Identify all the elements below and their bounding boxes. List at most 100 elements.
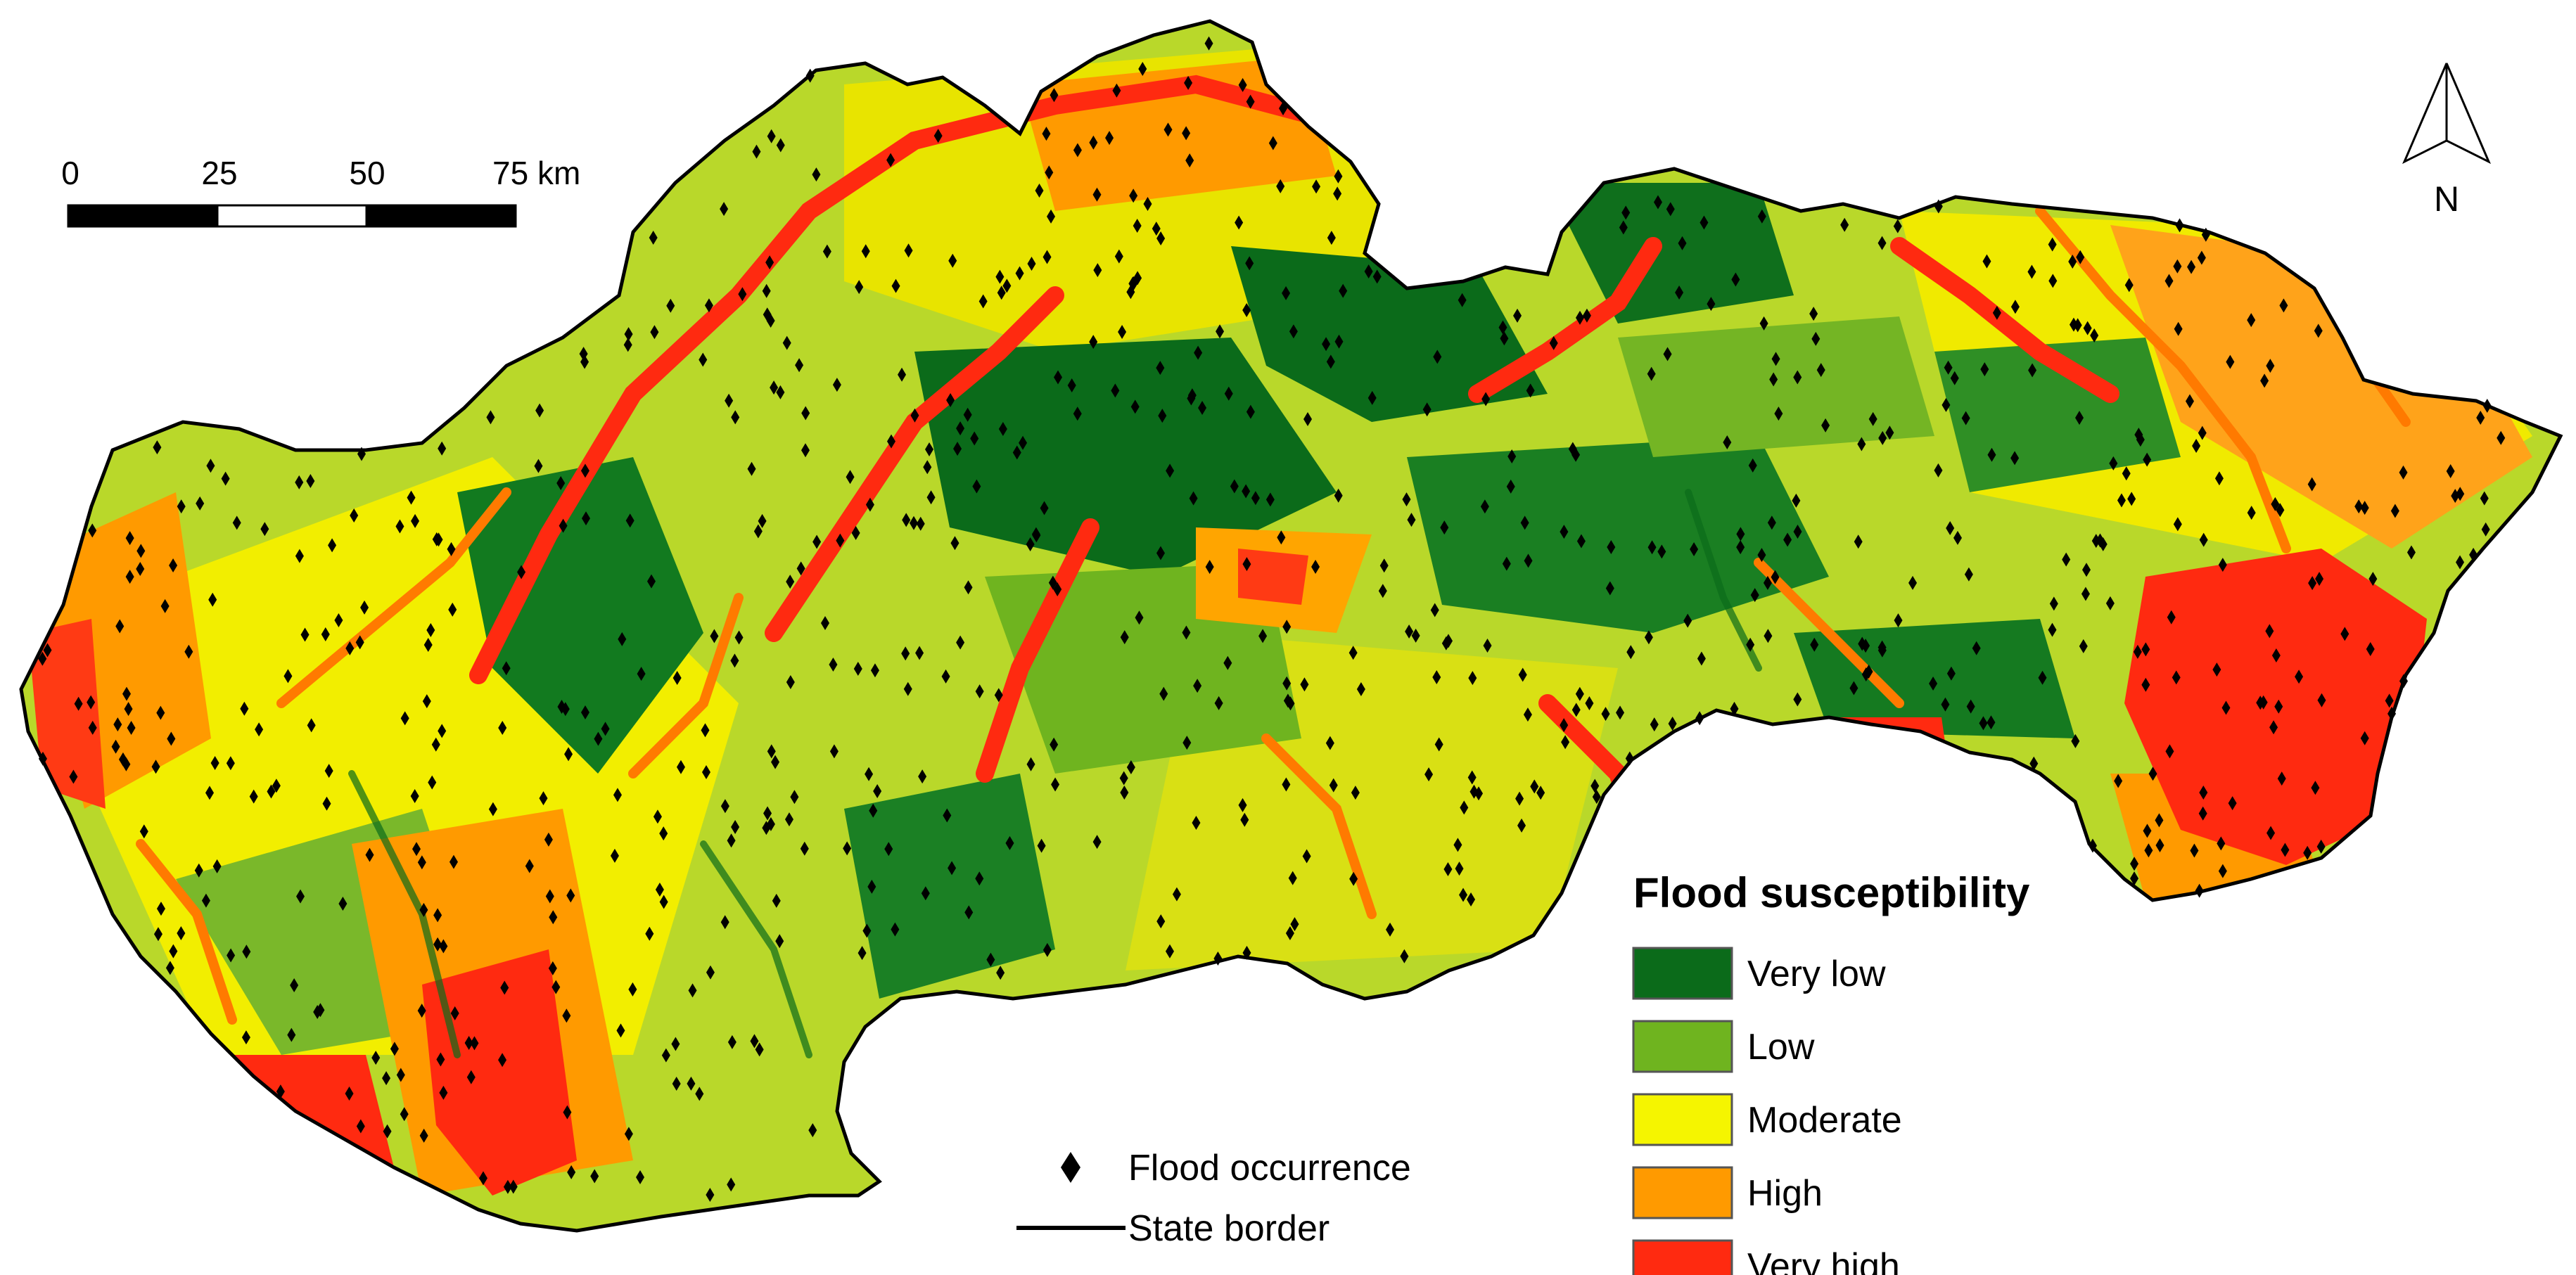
flood-marker [964,905,974,920]
flood-marker [410,788,419,803]
flood-marker [1130,399,1140,414]
flood-marker [1230,479,1239,494]
flood-marker [1198,401,1207,416]
flood-marker [1460,800,1469,815]
flood-marker [1333,186,1342,201]
flood-marker [2090,328,2099,343]
flood-marker [701,765,710,780]
flood-marker [1571,703,1581,717]
flood-marker [1774,406,1783,421]
flood-marker [486,410,495,425]
flood-marker [1964,567,1973,582]
flood-marker [923,460,932,475]
flood-marker [1757,209,1766,224]
flood-marker [1165,944,1174,959]
flood-marker [1026,537,1035,552]
flood-marker [855,280,864,295]
flood-marker [356,1119,365,1134]
flood-marker [139,824,148,839]
flood-marker [1214,696,1223,710]
flood-marker [551,980,561,994]
flood-marker [822,244,831,259]
flood-marker [1697,651,1706,666]
flood-marker [753,524,763,539]
flood-marker [1054,370,1063,385]
flood-marker [1675,285,1684,300]
flood-occurrence-markers [38,36,2506,1203]
flood-marker [948,253,957,268]
flood-marker [1518,667,1527,682]
flood-marker [1303,411,1313,426]
flood-marker [1302,849,1311,864]
flood-marker [812,534,822,549]
flood-marker [1242,557,1251,572]
flood-marker [2399,465,2408,480]
flood-marker [870,663,879,678]
flood-marker [580,354,589,369]
flood-marker [2385,693,2394,708]
flood-marker [151,760,160,774]
flood-marker [727,833,736,848]
flood-marker [517,565,526,579]
flood-marker [1792,493,1801,508]
flood-marker [2221,700,2231,715]
flood-marker [2048,237,2057,252]
flood-marker [1961,411,1970,425]
flood-marker [1172,887,1181,902]
flood-marker [763,307,772,322]
flood-marker [1279,101,1288,116]
flood-marker [295,475,304,489]
flood-marker [1185,153,1194,168]
flood-marker [1647,366,1656,381]
flood-marker [767,744,776,759]
flood-marker [1111,383,1120,398]
flood-marker [1810,637,1819,652]
flood-marker [1163,122,1173,137]
flood-marker [861,244,870,259]
flood-marker [1092,835,1102,850]
flood-marker [567,1165,576,1179]
flood-marker [355,635,364,650]
flood-marker [2081,587,2090,601]
flood-marker [412,842,421,857]
flood-marker [1378,584,1387,598]
flood-marker [439,939,448,954]
flood-marker [1288,871,1297,885]
flood-marker [1246,94,1255,109]
flood-marker [345,641,355,655]
scale-tick-75: 75 km [492,155,580,191]
flood-marker [2062,552,2071,567]
flood-marker [2451,489,2460,504]
flood-marker [1405,624,1414,639]
legend-swatch-moderate [1632,1093,1733,1146]
flood-marker [998,421,1007,436]
flood-marker [1759,316,1768,331]
flood-marker [853,662,862,677]
flood-marker [396,1068,405,1082]
flood-marker [1386,922,1395,937]
flood-marker [498,721,507,736]
flood-marker [306,473,315,488]
flood-marker [2192,439,2201,454]
flood-marker [1992,305,2001,320]
flood-marker [566,888,575,903]
flood-marker [500,980,509,995]
flood-marker [891,922,900,937]
flood-marker [1089,335,1098,350]
flood-marker [1152,222,1161,236]
flood-marker [125,531,134,546]
flood-marker [1821,418,1830,433]
flood-marker [1440,520,1449,535]
flood-marker [2271,648,2281,663]
flood-marker [776,385,785,399]
flood-marker [580,705,589,719]
flood-marker [2148,767,2157,781]
flood-marker [439,1085,448,1100]
flood-marker [720,202,729,217]
flood-marker [1616,705,1625,720]
flood-marker [2271,496,2280,511]
flood-marker [1118,324,1127,339]
flood-marker [1184,75,1193,90]
flood-marker [1246,404,1255,419]
flood-marker [1663,347,1672,361]
